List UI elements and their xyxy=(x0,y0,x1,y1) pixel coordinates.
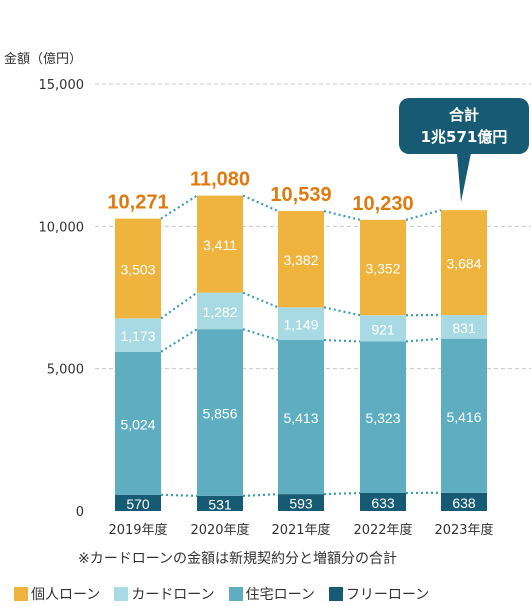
segment-value-label: 1,282 xyxy=(202,304,237,320)
total-value-label: 10,271 xyxy=(107,192,168,214)
bar-segment xyxy=(360,315,406,342)
segment-labels: 570 5,024 1,173 3,503 531 5,856 1,282 3,411 593 5… xyxy=(120,237,481,512)
x-tick-labels: 2019年度 2020年度 2021年度 2022年度 2023年度 xyxy=(108,522,493,538)
legend-swatch xyxy=(14,587,28,601)
footnote: ※カードローンの金額は新規契約分と増額分の合計 xyxy=(78,551,398,567)
total-value-label: 10,539 xyxy=(270,184,331,206)
x-tick-label: 2019年度 xyxy=(108,522,167,538)
y-tick-label: 5,000 xyxy=(47,363,84,378)
connector-line xyxy=(323,338,361,343)
bar-segment xyxy=(441,210,487,316)
segment-value-label: 5,413 xyxy=(283,410,318,426)
bar-segment xyxy=(360,492,406,511)
legend-swatch xyxy=(328,587,343,601)
callout-pointer xyxy=(457,153,471,202)
x-tick-label: 2020年度 xyxy=(190,522,249,538)
segment-value-label: 593 xyxy=(289,496,313,512)
segment-value-label: 5,416 xyxy=(446,409,481,425)
y-tick-label: 15,000 xyxy=(39,78,85,93)
bar-segment xyxy=(115,218,161,319)
x-tick-label: 2021年度 xyxy=(271,522,330,538)
legend-label: 住宅ローン xyxy=(245,587,315,603)
segment-value-label: 531 xyxy=(208,496,232,512)
y-tick-label: 10,000 xyxy=(39,220,85,235)
total-callout: 合計 1兆571億円 xyxy=(399,98,529,202)
connector-line xyxy=(160,328,198,353)
bar-segment xyxy=(360,341,406,493)
legend: 個人ローン カードローン 住宅ローン フリーローン xyxy=(14,584,429,604)
total-value-label: 10,230 xyxy=(352,193,413,215)
connector-line xyxy=(323,306,361,317)
bar-segment xyxy=(115,494,161,511)
bar-segment xyxy=(197,329,243,496)
legend-swatch xyxy=(228,587,243,601)
y-tick-labels: 0 5,000 10,000 15,000 xyxy=(39,78,85,520)
bar-segment xyxy=(278,340,324,495)
legend-swatch xyxy=(114,587,129,601)
segment-value-label: 570 xyxy=(126,496,150,512)
stacked-bar-chart: 金額（億円） 0 5,000 10,000 15,000 570 5,024 1,173 3… xyxy=(4,51,531,538)
connector-line xyxy=(323,209,361,221)
bar-segment xyxy=(278,494,324,511)
legend-label: フリーローン xyxy=(345,587,430,603)
bars xyxy=(115,195,487,511)
bar-segment xyxy=(441,315,487,339)
segment-value-label: 5,024 xyxy=(120,416,155,432)
bar-segment xyxy=(360,219,406,316)
bar-segment xyxy=(441,492,487,511)
connector-lines xyxy=(160,194,442,497)
legend-item: カードローン xyxy=(114,584,215,604)
total-value-label: 11,080 xyxy=(190,169,250,191)
legend-item: 個人ローン xyxy=(14,584,100,604)
connector-line xyxy=(160,194,198,220)
x-tick-label: 2022年度 xyxy=(353,522,412,538)
callout-line1: 合計 xyxy=(448,106,479,124)
segment-value-label: 3,684 xyxy=(446,256,481,272)
segment-value-label: 1,173 xyxy=(120,328,155,344)
segment-value-label: 831 xyxy=(452,320,476,336)
connector-line xyxy=(242,291,279,309)
connector-line xyxy=(323,491,361,496)
connector-line xyxy=(160,291,198,320)
bar-segment xyxy=(115,318,161,352)
bar-segment xyxy=(197,195,243,293)
segment-value-label: 3,411 xyxy=(203,237,237,253)
segment-value-label: 3,352 xyxy=(365,261,400,277)
segment-value-label: 638 xyxy=(452,495,476,511)
bar-segment xyxy=(278,211,324,308)
connector-line xyxy=(242,194,279,213)
legend-item: フリーローン xyxy=(328,584,430,604)
connector-line xyxy=(160,493,198,497)
segment-value-label: 3,382 xyxy=(283,252,318,268)
y-axis-label: 金額（億円） xyxy=(4,51,82,67)
x-tick-label: 2023年度 xyxy=(434,522,493,538)
segment-value-label: 5,856 xyxy=(202,406,237,422)
y-tick-label: 0 xyxy=(76,505,84,520)
segment-value-label: 5,323 xyxy=(365,410,400,426)
callout-line2: 1兆571億円 xyxy=(421,128,508,146)
bar-segment xyxy=(197,292,243,330)
segment-value-label: 1,149 xyxy=(283,317,318,333)
callout-box xyxy=(399,98,529,154)
connector-line xyxy=(405,209,442,221)
bar-segment xyxy=(115,351,161,495)
legend-item: 住宅ローン xyxy=(228,584,315,604)
legend-label: 個人ローン xyxy=(31,587,101,603)
segment-value-label: 921 xyxy=(371,321,395,337)
total-labels: 10,271 11,080 10,539 10,230 xyxy=(107,169,413,215)
legend-label: カードローン xyxy=(131,587,215,603)
bar-segment xyxy=(278,307,324,341)
connector-line xyxy=(242,328,279,342)
bar-segment xyxy=(197,495,243,511)
bar-segment xyxy=(441,338,487,493)
segment-value-label: 633 xyxy=(371,495,395,511)
connector-line xyxy=(405,337,442,343)
connector-line xyxy=(242,493,279,497)
segment-value-label: 3,503 xyxy=(120,262,155,278)
